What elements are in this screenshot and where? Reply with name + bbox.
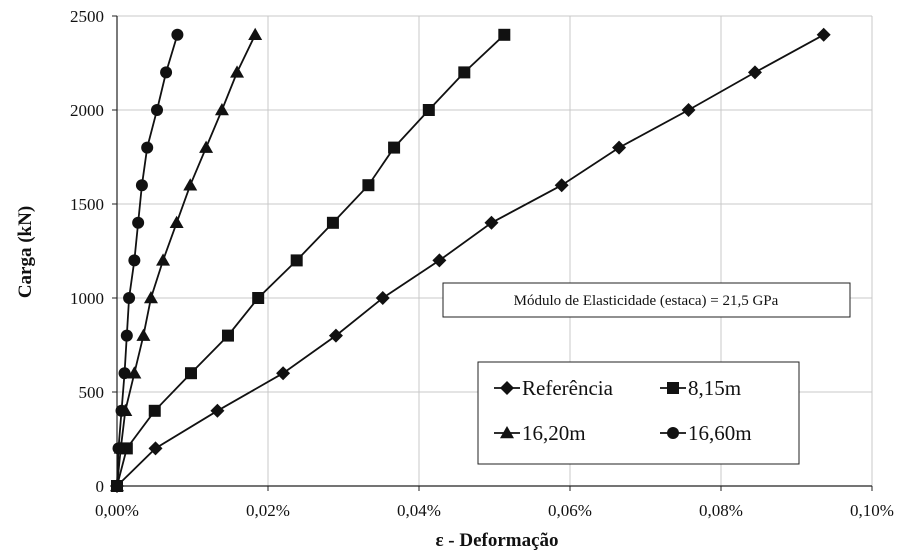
data-point bbox=[221, 329, 234, 342]
legend-item: 8,15m bbox=[660, 376, 741, 400]
data-point bbox=[123, 292, 136, 304]
y-tick-label: 2000 bbox=[70, 101, 104, 120]
data-point bbox=[252, 292, 265, 304]
data-point bbox=[136, 328, 151, 341]
data-point bbox=[375, 291, 390, 305]
data-point bbox=[128, 254, 141, 267]
data-point bbox=[276, 366, 291, 381]
data-point bbox=[120, 329, 133, 342]
data-point bbox=[115, 404, 128, 417]
data-point bbox=[681, 103, 696, 117]
data-point bbox=[111, 480, 123, 492]
data-point bbox=[432, 253, 447, 268]
x-tick-label: 0,10% bbox=[850, 501, 894, 520]
legend-item: 16,60m bbox=[660, 421, 752, 445]
legend-label: 16,20m bbox=[522, 421, 586, 445]
data-point bbox=[148, 441, 163, 456]
data-point bbox=[816, 27, 831, 42]
legend-label: 8,15m bbox=[688, 376, 741, 400]
data-point bbox=[135, 179, 148, 192]
data-point bbox=[554, 178, 569, 193]
data-point bbox=[151, 104, 164, 116]
legend-item: Referência bbox=[494, 376, 614, 400]
series-line bbox=[116, 34, 179, 487]
data-point bbox=[141, 141, 154, 154]
legend-marker bbox=[500, 381, 514, 395]
data-point bbox=[184, 367, 197, 380]
series-layer bbox=[110, 27, 831, 493]
data-point bbox=[132, 216, 145, 229]
data-point bbox=[112, 442, 125, 455]
data-point bbox=[290, 254, 303, 267]
legend-item: 16,20m bbox=[494, 421, 586, 445]
x-tick-label: 0,04% bbox=[397, 501, 441, 520]
data-point bbox=[388, 141, 401, 154]
data-point bbox=[143, 291, 158, 304]
legend: Referência 8,15m 16,20m 16,60m bbox=[477, 361, 800, 465]
y-tick-label: 1000 bbox=[70, 289, 104, 308]
data-point bbox=[214, 103, 229, 116]
annotation-box: Módulo de Elasticidade (estaca) = 21,5 G… bbox=[442, 282, 851, 318]
data-point bbox=[210, 403, 225, 418]
data-point bbox=[127, 366, 142, 379]
x-tick-label: 0,00% bbox=[95, 501, 139, 520]
y-tick-label: 1500 bbox=[70, 195, 104, 214]
grid-layer bbox=[117, 15, 873, 486]
legend-label: 16,60m bbox=[688, 421, 752, 445]
data-point bbox=[118, 367, 131, 380]
x-tick-label: 0,06% bbox=[548, 501, 592, 520]
data-point bbox=[498, 28, 511, 41]
y-axis-title: Carga (kN) bbox=[15, 206, 36, 298]
data-point bbox=[362, 179, 375, 192]
y-tick-label: 0 bbox=[96, 477, 105, 496]
y-tick-label: 500 bbox=[79, 383, 105, 402]
legend-marker bbox=[667, 427, 679, 439]
legend-label: Referência bbox=[522, 376, 614, 400]
data-point bbox=[148, 404, 161, 417]
y-tick-label: 2500 bbox=[70, 7, 104, 26]
axes-layer: 0 500 1000 1500 2000 2500 0,00% 0,02% 0,04% 0,06%… bbox=[70, 7, 894, 520]
data-point bbox=[326, 216, 339, 229]
legend-marker bbox=[500, 426, 514, 439]
data-point bbox=[248, 27, 263, 41]
data-point bbox=[230, 65, 245, 78]
data-point bbox=[422, 104, 435, 116]
data-point bbox=[199, 140, 214, 153]
data-point bbox=[484, 215, 499, 230]
data-point bbox=[169, 215, 184, 229]
data-point bbox=[328, 328, 343, 343]
data-point bbox=[156, 253, 171, 266]
data-point bbox=[171, 28, 184, 41]
annotation-text: Módulo de Elasticidade (estaca) = 21,5 G… bbox=[514, 293, 779, 309]
data-point bbox=[612, 140, 627, 155]
x-axis-title: ε - Deformação bbox=[435, 530, 558, 551]
series-square bbox=[111, 28, 511, 492]
data-point bbox=[160, 66, 173, 79]
data-point bbox=[183, 178, 198, 191]
series-circle bbox=[111, 28, 184, 492]
data-point bbox=[747, 65, 762, 80]
x-tick-label: 0,02% bbox=[246, 501, 290, 520]
x-tick-label: 0,08% bbox=[699, 501, 743, 520]
data-point bbox=[458, 66, 471, 79]
legend-marker bbox=[667, 382, 679, 394]
